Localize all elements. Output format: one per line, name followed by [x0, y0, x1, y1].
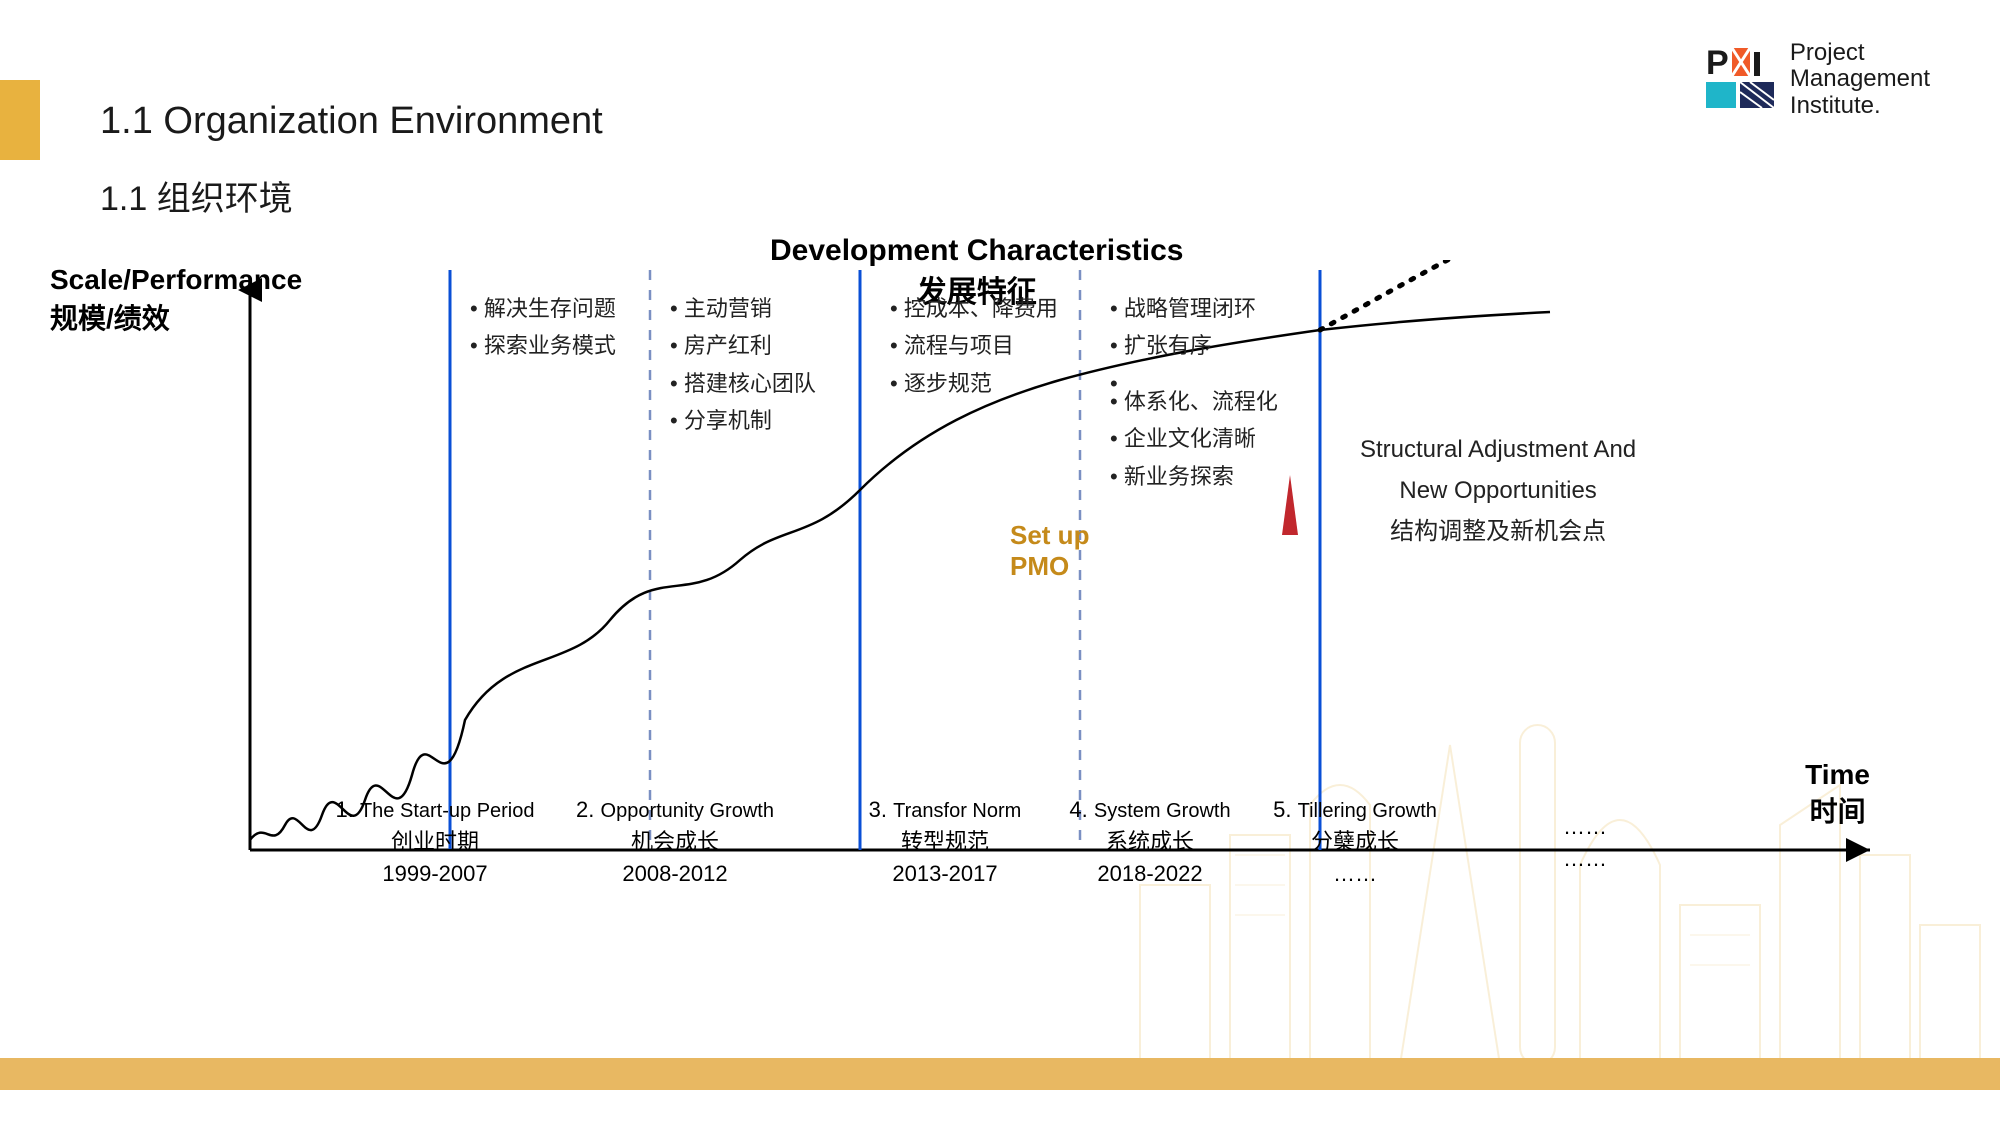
phase-bullets-2: 主动营销房产红利搭建核心团队分享机制: [670, 290, 816, 440]
phase-bullets-1: 解决生存问题探索业务模式: [470, 290, 616, 365]
phase-bullet-item: 房产红利: [670, 327, 816, 364]
structural-adjustment-label: Structural Adjustment And New Opportunit…: [1360, 430, 1636, 552]
pmi-logo: P Project Management Institute.: [1706, 40, 1930, 119]
phase-bullet-item: 解决生存问题: [470, 290, 616, 327]
phase-bullet-item: 分享机制: [670, 402, 816, 439]
setup-pmo-l2: PMO: [1010, 551, 1089, 582]
struct-adj-l2: New Opportunities: [1360, 471, 1636, 512]
phase-bullet-item: 控成本、降费用: [890, 290, 1058, 327]
phase-label-1: 1. The Start-up Period创业时期1999-2007: [300, 794, 570, 890]
phase-label-future: …………: [1450, 811, 1720, 875]
phase-bullet-item: 新业务探索: [1110, 458, 1278, 495]
pmi-logo-text: Project Management Institute.: [1790, 40, 1930, 119]
page-title-en: 1.1 Organization Environment: [100, 100, 603, 143]
logo-line1: Project: [1790, 40, 1930, 66]
logo-line2: Management: [1790, 66, 1930, 92]
setup-pmo-label: Set up PMO: [1010, 520, 1089, 582]
x-axis-label: Time 时间: [1805, 757, 1870, 830]
phase-bullet-item: 搭建核心团队: [670, 365, 816, 402]
phase-bullet-item: 逐步规范: [890, 365, 1058, 402]
gold-accent-tab: [0, 80, 40, 160]
struct-adj-l1: Structural Adjustment And: [1360, 430, 1636, 471]
svg-text:P: P: [1706, 44, 1729, 82]
phase-bullet-item: 扩张有序: [1110, 327, 1278, 364]
phase-bullet-item: 企业文化清晰: [1110, 420, 1278, 457]
page-title-cn: 1.1 组织环境: [100, 171, 603, 220]
phase-bullet-item: 流程与项目: [890, 327, 1058, 364]
growth-chart: Scale/Performance 规模/绩效 Development Char…: [50, 260, 1930, 960]
setup-pmo-l1: Set up: [1010, 520, 1089, 551]
x-label-cn: 时间: [1805, 794, 1870, 830]
logo-line3: Institute.: [1790, 93, 1930, 119]
future-dotted-curve: [1320, 260, 1700, 330]
phase-label-2: 2. Opportunity Growth机会成长2008-2012: [540, 794, 810, 890]
red-marker-icon: [1282, 475, 1298, 535]
phase-bullet-item: 主动营销: [670, 290, 816, 327]
phase-bullet-item: 体系化、流程化: [1110, 383, 1278, 420]
header: 1.1 Organization Environment 1.1 组织环境: [100, 100, 603, 220]
phase-bullet-item: 战略管理闭环: [1110, 290, 1278, 327]
phase-bullet-item: 探索业务模式: [470, 327, 616, 364]
pmi-logo-glyph: P: [1706, 44, 1778, 116]
phase-bullets-3: 控成本、降费用流程与项目逐步规范: [890, 290, 1058, 402]
struct-adj-l3: 结构调整及新机会点: [1360, 512, 1636, 553]
bottom-gold-band: [0, 1058, 2000, 1090]
x-label-en: Time: [1805, 757, 1870, 793]
phase-bullets-4: 战略管理闭环扩张有序体系化、流程化企业文化清晰新业务探索: [1110, 290, 1278, 495]
